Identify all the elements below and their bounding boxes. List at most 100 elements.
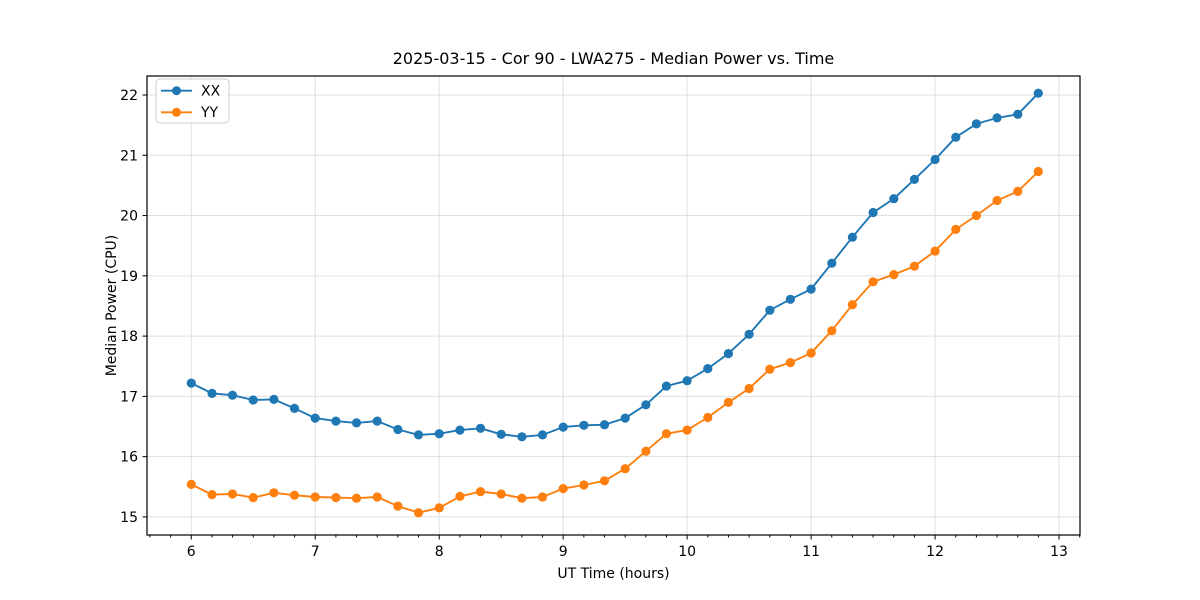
data-point bbox=[1033, 166, 1043, 177]
data-point bbox=[765, 305, 775, 315]
data-point bbox=[227, 489, 238, 499]
data-point bbox=[558, 422, 568, 432]
data-point bbox=[413, 430, 424, 440]
data-point bbox=[558, 484, 568, 494]
data-point bbox=[269, 488, 279, 498]
data-point bbox=[599, 476, 610, 486]
data-point bbox=[971, 210, 982, 221]
data-point bbox=[372, 492, 382, 502]
x-tick-9: 9 bbox=[559, 544, 568, 560]
data-point bbox=[248, 395, 258, 405]
data-point bbox=[351, 418, 362, 428]
data-point bbox=[496, 429, 506, 439]
data-point bbox=[475, 487, 486, 497]
legend-marker-yy bbox=[172, 107, 181, 117]
data-point bbox=[827, 258, 837, 268]
data-point bbox=[723, 349, 734, 359]
data-point bbox=[475, 423, 486, 433]
data-point bbox=[413, 508, 424, 518]
data-point bbox=[682, 425, 692, 435]
y-tick-18: 18 bbox=[120, 329, 138, 345]
data-point bbox=[785, 358, 796, 368]
data-point bbox=[827, 326, 837, 336]
data-point bbox=[331, 416, 341, 426]
data-point bbox=[889, 270, 899, 280]
grid-lines bbox=[147, 76, 1080, 535]
data-point bbox=[310, 413, 320, 423]
data-point bbox=[951, 224, 961, 234]
data-point bbox=[641, 400, 651, 410]
y-tick-21: 21 bbox=[120, 148, 138, 164]
data-point bbox=[806, 348, 816, 358]
x-tick-13: 13 bbox=[1050, 544, 1068, 560]
x-axis-label: UT Time (hours) bbox=[557, 566, 669, 582]
data-point bbox=[207, 490, 217, 500]
legend-label-yy: YY bbox=[200, 105, 219, 121]
legend-marker-xx bbox=[172, 86, 181, 96]
series-markers-yy bbox=[186, 166, 1043, 518]
data-point bbox=[930, 246, 940, 256]
y-tick-17: 17 bbox=[120, 389, 138, 405]
data-point bbox=[785, 294, 796, 304]
data-point bbox=[620, 413, 630, 423]
data-point bbox=[661, 429, 672, 439]
data-point bbox=[289, 403, 300, 413]
data-point bbox=[579, 480, 589, 490]
data-point bbox=[847, 300, 858, 310]
data-point bbox=[517, 493, 527, 503]
data-point bbox=[992, 113, 1002, 123]
y-tick-15: 15 bbox=[120, 510, 138, 526]
series-markers-xx bbox=[186, 88, 1043, 442]
data-point bbox=[1033, 88, 1043, 98]
data-point bbox=[620, 464, 630, 474]
data-point bbox=[289, 490, 300, 500]
data-point bbox=[682, 376, 692, 386]
y-tick-labels: 15 16 17 18 19 20 21 22 bbox=[120, 88, 138, 526]
x-tick-labels: 6 7 8 9 10 11 12 13 bbox=[187, 544, 1068, 560]
x-tick-12: 12 bbox=[926, 544, 944, 560]
data-point bbox=[517, 432, 527, 442]
data-point bbox=[889, 194, 899, 204]
data-point bbox=[434, 429, 444, 439]
data-point bbox=[971, 119, 982, 129]
data-point bbox=[1013, 186, 1023, 196]
y-tick-20: 20 bbox=[120, 209, 138, 225]
y-axis-label: Median Power (CPU) bbox=[104, 235, 120, 377]
data-point bbox=[909, 261, 920, 271]
data-point bbox=[579, 420, 589, 430]
data-point bbox=[744, 383, 754, 394]
legend-entry-xx: XX bbox=[161, 84, 221, 100]
data-point bbox=[599, 420, 610, 430]
x-tick-11: 11 bbox=[802, 544, 820, 560]
data-point bbox=[496, 489, 506, 499]
data-point bbox=[703, 364, 713, 374]
data-series bbox=[186, 88, 1043, 518]
data-point bbox=[310, 492, 320, 502]
data-point bbox=[248, 493, 258, 503]
series-line-yy bbox=[190, 170, 1040, 514]
y-tick-16: 16 bbox=[120, 450, 138, 466]
data-point bbox=[269, 394, 279, 404]
data-point bbox=[372, 416, 382, 426]
data-point bbox=[1013, 109, 1023, 119]
data-point bbox=[393, 424, 403, 435]
legend-entry-yy: YY bbox=[161, 105, 219, 121]
data-point bbox=[661, 381, 672, 391]
x-tick-6: 6 bbox=[187, 544, 196, 560]
data-point bbox=[723, 397, 734, 407]
legend: XX YY bbox=[155, 78, 230, 124]
data-point bbox=[434, 503, 444, 513]
legend-label-xx: XX bbox=[201, 84, 221, 100]
data-point bbox=[393, 501, 403, 511]
data-point bbox=[951, 132, 961, 142]
x-tick-10: 10 bbox=[678, 544, 696, 560]
data-point bbox=[227, 390, 238, 400]
y-tick-22: 22 bbox=[120, 88, 138, 104]
data-point bbox=[806, 284, 816, 294]
data-point bbox=[351, 493, 362, 503]
y-tick-19: 19 bbox=[120, 269, 138, 285]
x-tick-8: 8 bbox=[435, 544, 444, 560]
x-tick-7: 7 bbox=[311, 544, 320, 560]
